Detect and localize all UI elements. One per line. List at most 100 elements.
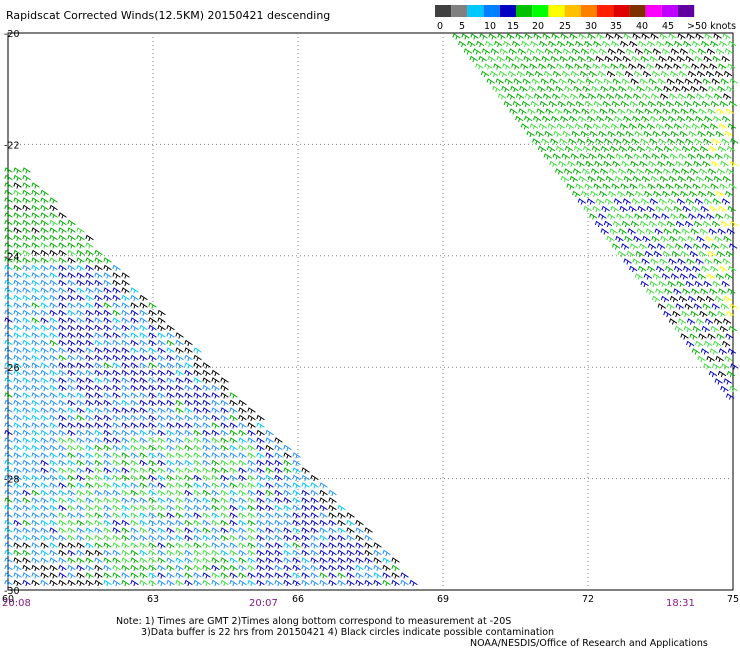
wind-barb: [593, 183, 602, 190]
wind-barb: [211, 564, 220, 572]
wind-barb: [22, 422, 31, 429]
wind-barb: [573, 145, 583, 153]
wind-barb: [712, 55, 721, 63]
wind-barb: [220, 437, 229, 444]
wind-barb: [202, 437, 211, 444]
wind-barb: [647, 265, 656, 273]
wind-barb: [665, 183, 674, 190]
wind-barb: [220, 519, 229, 527]
wind-barb: [548, 40, 557, 48]
wind-barb: [220, 422, 229, 429]
wind-barb: [22, 542, 31, 549]
wind-barb: [481, 48, 491, 55]
wind-barb: [682, 288, 691, 295]
wind-barb: [708, 310, 717, 318]
wind-barb: [157, 362, 166, 369]
wind-barb: [175, 347, 184, 354]
wind-barb: [220, 399, 229, 407]
wind-barb: [175, 422, 184, 429]
wind-barb: [689, 333, 698, 340]
wind-barb: [615, 235, 624, 243]
wind-barb: [700, 63, 709, 70]
wind-barb: [157, 497, 166, 504]
left-swath: [4, 167, 418, 587]
wind-barb: [67, 362, 76, 369]
wind-barb: [256, 482, 265, 489]
wind-barb: [229, 467, 238, 474]
wind-barb: [67, 504, 76, 512]
wind-barb: [13, 242, 22, 249]
wind-barb: [175, 549, 184, 557]
wind-barb: [667, 138, 676, 145]
wind-barb: [130, 504, 139, 512]
wind-barb: [148, 444, 157, 452]
wind-barb: [220, 452, 229, 459]
wind-barb: [49, 354, 58, 362]
wind-barb: [175, 384, 184, 392]
wind-barb: [76, 504, 85, 512]
wind-barb: [570, 153, 579, 160]
wind-barb: [665, 243, 675, 250]
wind-barb: [175, 414, 184, 422]
wind-barb: [274, 497, 283, 504]
wind-barb: [729, 303, 738, 310]
wind-barb: [655, 123, 665, 130]
wind-barb: [594, 220, 604, 228]
wind-barb: [551, 33, 560, 40]
wind-barb: [40, 234, 49, 242]
wind-barb: [49, 227, 58, 234]
wind-barb: [166, 579, 175, 587]
wind-barb: [121, 504, 130, 512]
wind-barb: [139, 564, 148, 572]
wind-barb: [274, 459, 283, 467]
wind-barb: [364, 549, 373, 557]
wind-barb: [702, 220, 712, 228]
wind-barb: [184, 564, 193, 572]
wind-barb: [103, 474, 112, 482]
wind-barb: [49, 279, 58, 287]
wind-barb: [4, 489, 13, 497]
wind-barb: [537, 145, 547, 153]
wind-barb: [58, 452, 67, 459]
wind-barb: [94, 527, 103, 534]
wind-barb: [590, 168, 600, 175]
wind-barb: [166, 324, 175, 332]
wind-barb: [130, 534, 139, 542]
wind-barb: [593, 40, 602, 48]
wind-barb: [691, 348, 701, 355]
wind-barb: [692, 183, 701, 190]
wind-barb: [85, 489, 94, 497]
wind-barb: [229, 512, 238, 519]
wind-barb: [76, 287, 85, 294]
wind-barb: [31, 272, 40, 279]
wind-barb: [600, 145, 610, 153]
wind-barb: [650, 115, 659, 123]
wind-barb: [274, 452, 283, 459]
wind-barb: [247, 459, 256, 467]
wind-barb: [714, 153, 723, 160]
wind-barb: [674, 100, 683, 108]
wind-barb: [337, 542, 346, 549]
wind-barb: [292, 489, 301, 497]
wind-barb: [292, 572, 301, 579]
wind-barb: [551, 93, 561, 100]
wind-barb: [157, 339, 166, 347]
wind-barb: [157, 459, 166, 467]
wind-barb: [67, 309, 76, 317]
wind-barb: [238, 482, 247, 489]
wind-barb: [40, 459, 49, 467]
wind-barb: [662, 190, 671, 198]
wind-barb: [193, 474, 202, 482]
wind-barb: [31, 579, 40, 587]
wind-barb: [220, 384, 229, 392]
wind-barb: [623, 115, 632, 123]
wind-barb: [49, 197, 58, 204]
wind-barb: [703, 198, 713, 205]
wind-barb: [724, 273, 734, 280]
wind-barb: [546, 145, 556, 153]
wind-barb: [647, 40, 656, 48]
legend-swatch: [613, 5, 630, 17]
wind-barb: [638, 100, 647, 108]
wind-barb: [85, 474, 94, 482]
wind-barb: [697, 130, 706, 138]
